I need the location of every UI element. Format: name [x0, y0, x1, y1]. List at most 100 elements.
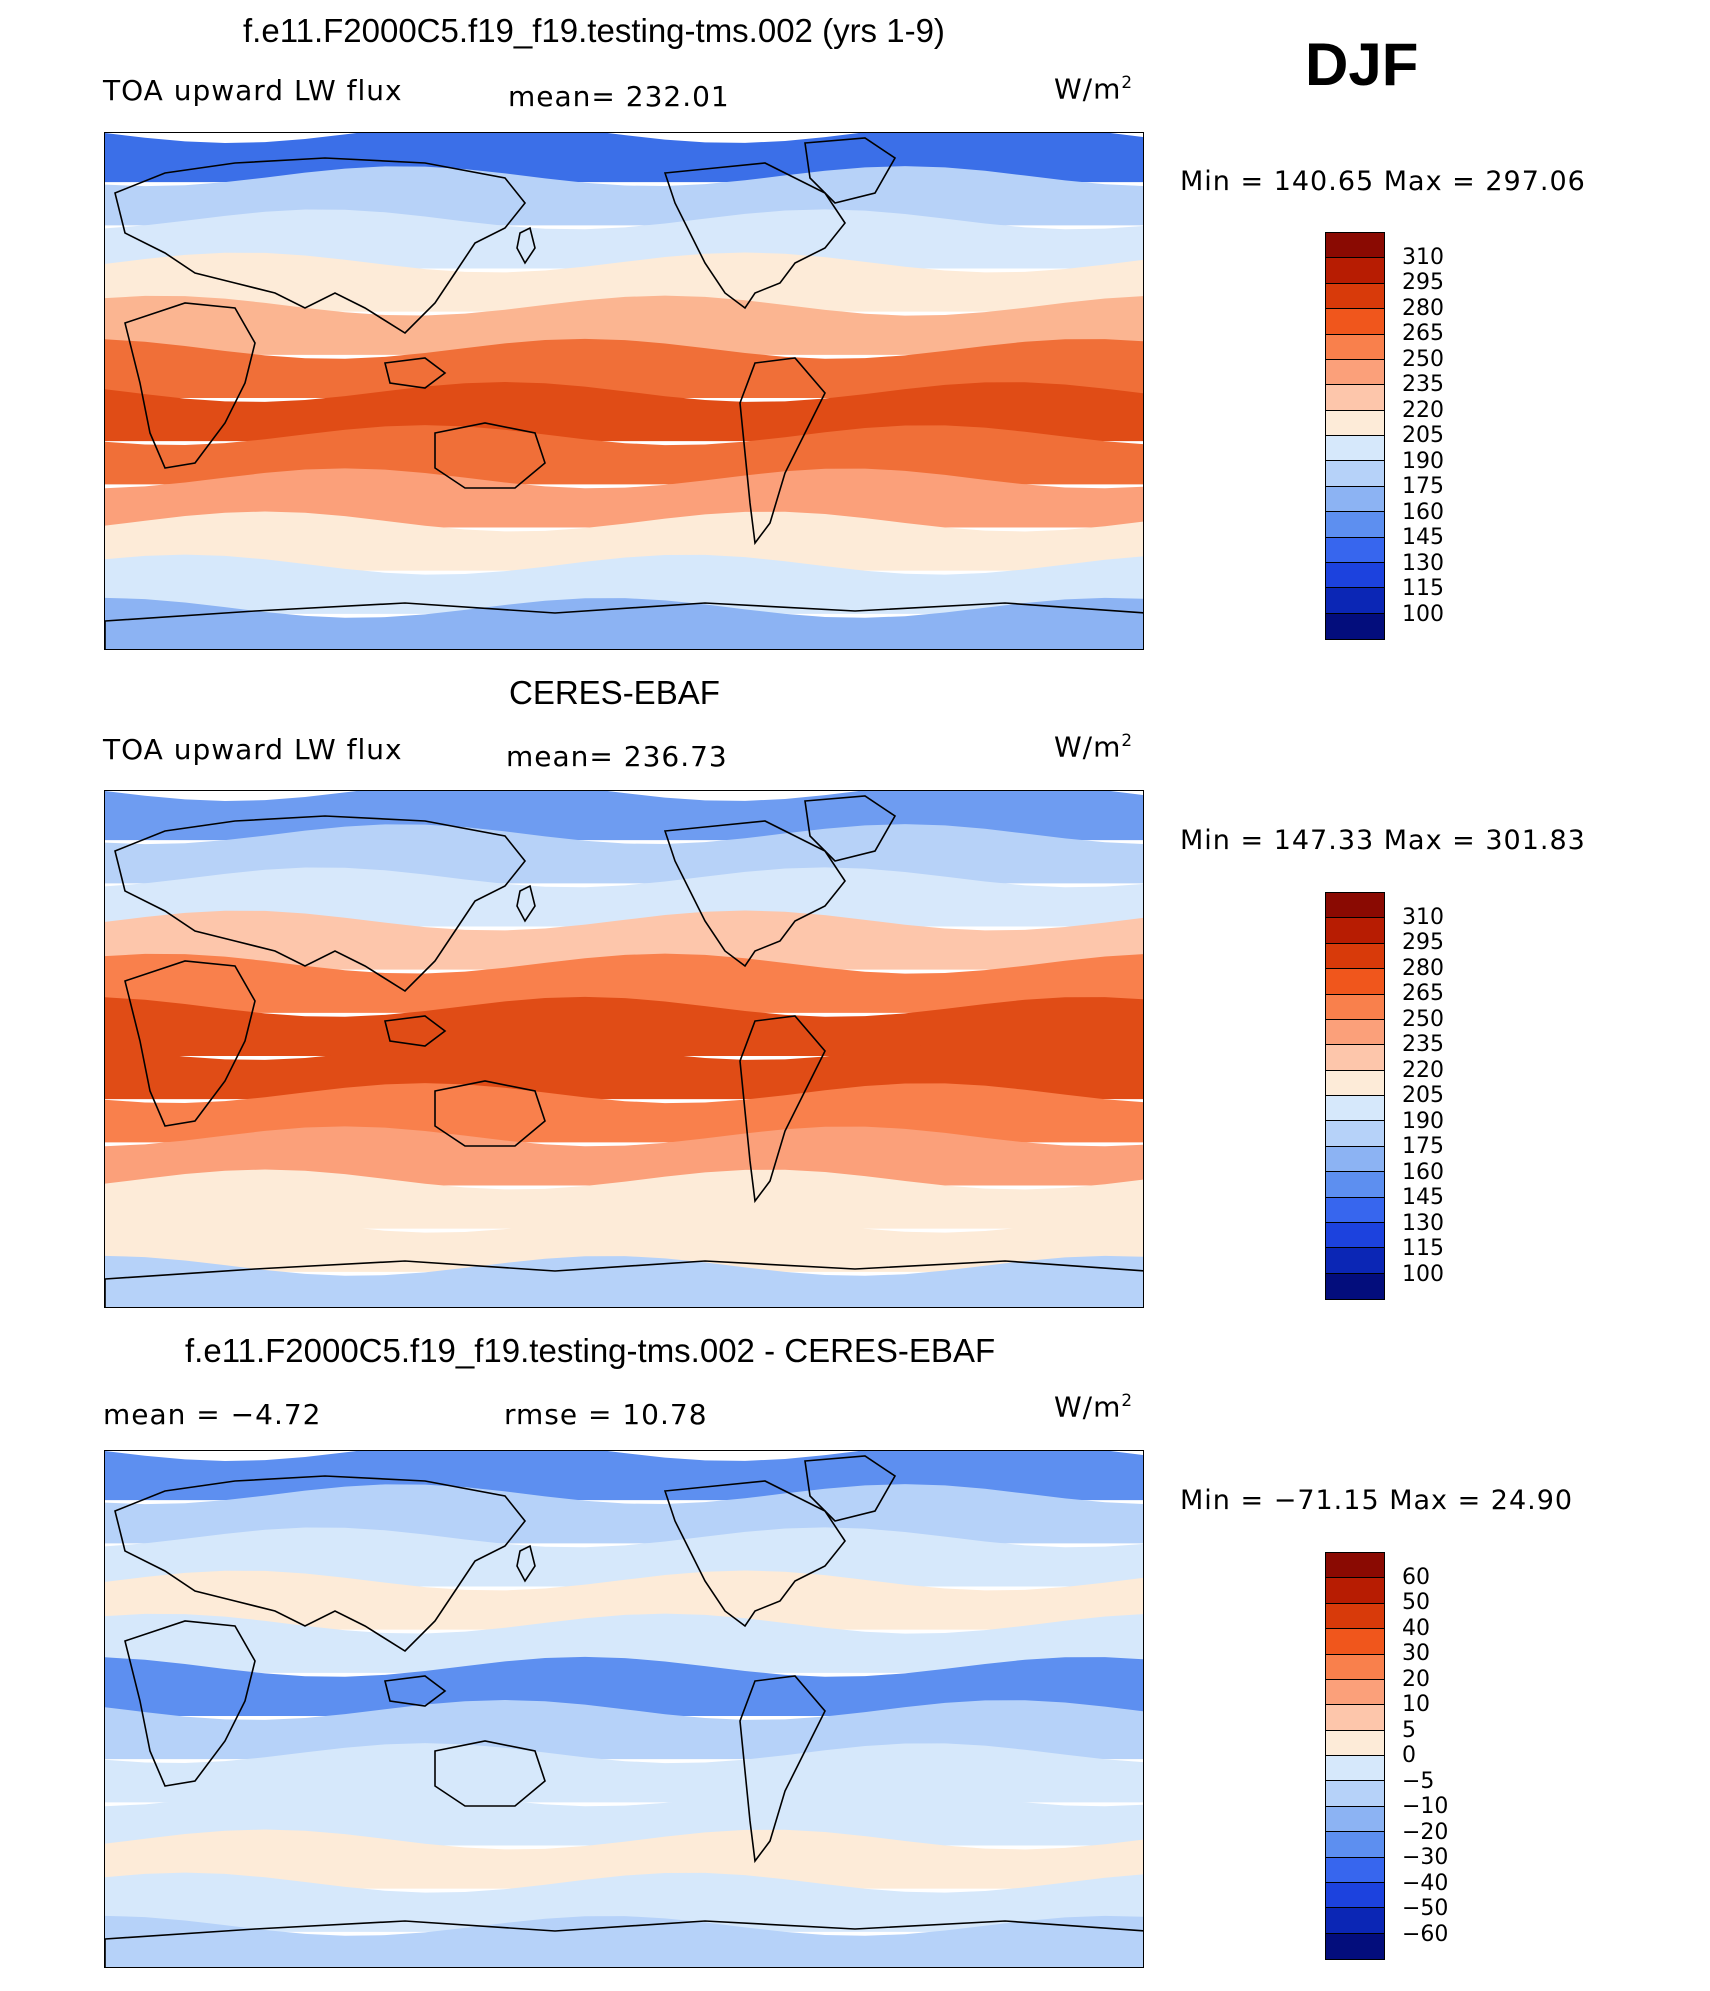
field-band — [105, 953, 1143, 1013]
colorbar-tick-label: 205 — [1402, 423, 1444, 448]
panel3-units: W/m2 — [1054, 1390, 1134, 1424]
colorbar-tick-label: 130 — [1402, 550, 1444, 576]
colorbar-swatch — [1326, 1146, 1384, 1173]
coastline — [114, 157, 527, 335]
panel2-units: W/m2 — [1054, 730, 1134, 764]
field-band — [105, 824, 1143, 884]
colorbar-swatch — [1326, 258, 1384, 284]
panel1-minmax: Min = 140.65 Max = 297.06 — [1180, 166, 1586, 197]
colorbar-tick-label: 235 — [1402, 372, 1444, 397]
coastline — [434, 1740, 546, 1807]
colorbar-tick-label: −10 — [1402, 1794, 1449, 1819]
field-band — [105, 511, 1143, 571]
field-band — [105, 209, 1143, 269]
panel2-minmax: Min = 147.33 Max = 301.83 — [1180, 825, 1586, 856]
panel2-variable-label: TOA upward LW flux — [103, 733, 403, 766]
colorbar-swatch — [1326, 1705, 1384, 1731]
coastline — [663, 1480, 846, 1628]
colorbar-swatch — [1326, 588, 1384, 614]
colorbar-swatch — [1326, 1019, 1384, 1046]
season-label: DJF — [1305, 31, 1419, 98]
colorbar-tick-label: 175 — [1402, 1134, 1444, 1159]
colorbar-swatch — [1326, 486, 1384, 513]
colorbar-tick-label: 5 — [1402, 1717, 1416, 1743]
colorbar-swatch — [1326, 1730, 1384, 1756]
colorbar-swatch — [1326, 969, 1384, 995]
colorbar-tick-label: 175 — [1402, 474, 1444, 499]
colorbar-tick-label: 205 — [1402, 1083, 1444, 1108]
colorbar-swatch — [1326, 613, 1384, 639]
panel3-mean-label: mean = −4.72 — [103, 1398, 322, 1431]
panel2-field — [105, 791, 1143, 1307]
coastline — [516, 884, 536, 923]
colorbar-tick-label: −50 — [1402, 1896, 1449, 1921]
field-band — [105, 597, 1143, 649]
colorbar-tick-label: 220 — [1402, 397, 1444, 423]
panel2-map — [104, 790, 1144, 1308]
colorbar-swatch — [1326, 1781, 1384, 1807]
coastline — [663, 820, 846, 968]
colorbar-tick-label: 235 — [1402, 1032, 1444, 1057]
colorbar-swatch — [1326, 410, 1384, 436]
colorbar-swatch — [1326, 943, 1384, 970]
colorbar-tick-label: 10 — [1402, 1692, 1430, 1717]
colorbar-swatch — [1326, 436, 1384, 462]
field-band — [105, 554, 1143, 614]
colorbar-swatch — [1326, 233, 1384, 259]
colorbar-tick-label: 50 — [1402, 1590, 1430, 1615]
colorbar-swatch — [1326, 1096, 1384, 1122]
colorbar-swatch — [1326, 1882, 1384, 1909]
colorbar-tick-label: 60 — [1402, 1564, 1430, 1590]
panel2-title: CERES-EBAF — [509, 674, 720, 711]
colorbar-tick-label: 280 — [1402, 955, 1444, 981]
field-band — [105, 1915, 1143, 1967]
field-band — [105, 1872, 1143, 1932]
panel1-variable-label: TOA upward LW flux — [103, 74, 403, 107]
colorbar-swatch — [1326, 1197, 1384, 1223]
field-band — [105, 1700, 1143, 1760]
coastline — [739, 1015, 826, 1204]
colorbar-swatch — [1326, 893, 1384, 919]
colorbar-tick-label: 280 — [1402, 295, 1444, 321]
coastline — [739, 1675, 826, 1864]
colorbar-tick-label: 190 — [1402, 448, 1444, 474]
colorbar-tick-label: 250 — [1402, 346, 1444, 372]
coastline — [105, 1920, 1143, 1967]
field-band — [105, 1570, 1143, 1630]
colorbar-swatch — [1326, 1070, 1384, 1096]
colorbar-swatch — [1326, 1629, 1384, 1655]
colorbar-tick-label: 145 — [1402, 525, 1444, 550]
colorbar-tick-label: 160 — [1402, 1159, 1444, 1185]
colorbar-swatch — [1326, 1121, 1384, 1147]
colorbar-tick-label: 0 — [1402, 1743, 1416, 1768]
colorbar-swatch — [1326, 1273, 1384, 1299]
field-band — [105, 1212, 1143, 1272]
coastline — [516, 1544, 536, 1583]
colorbar-tick-label: −20 — [1402, 1819, 1449, 1845]
colorbar-swatch — [1326, 918, 1384, 944]
panel1-map — [104, 132, 1144, 650]
coastline — [804, 137, 897, 204]
colorbar-tick-label: 190 — [1402, 1108, 1444, 1134]
coastline — [105, 1260, 1143, 1307]
coastline — [124, 1620, 256, 1787]
colorbar-swatch — [1326, 1045, 1384, 1071]
coastline — [516, 226, 536, 265]
panel1-colorbar — [1325, 232, 1385, 640]
colorbar-swatch — [1326, 1806, 1384, 1833]
panel3-title: f.e11.F2000C5.f19_f19.testing-tms.002 - … — [185, 1332, 996, 1369]
field-band — [105, 1126, 1143, 1186]
colorbar-tick-label: −40 — [1402, 1870, 1449, 1896]
colorbar-swatch — [1326, 359, 1384, 386]
coastline — [663, 162, 846, 310]
coastline — [114, 1475, 527, 1653]
field-band — [105, 1040, 1143, 1100]
coastline — [434, 1080, 546, 1147]
panel1-mean-label: mean= 232.01 — [508, 80, 730, 113]
coastline — [105, 602, 1143, 649]
coastline — [124, 960, 256, 1127]
colorbar-tick-label: −30 — [1402, 1845, 1449, 1870]
panel1-field — [105, 133, 1143, 649]
panel3-rmse-label: rmse = 10.78 — [504, 1398, 708, 1431]
coastline — [384, 1675, 447, 1707]
